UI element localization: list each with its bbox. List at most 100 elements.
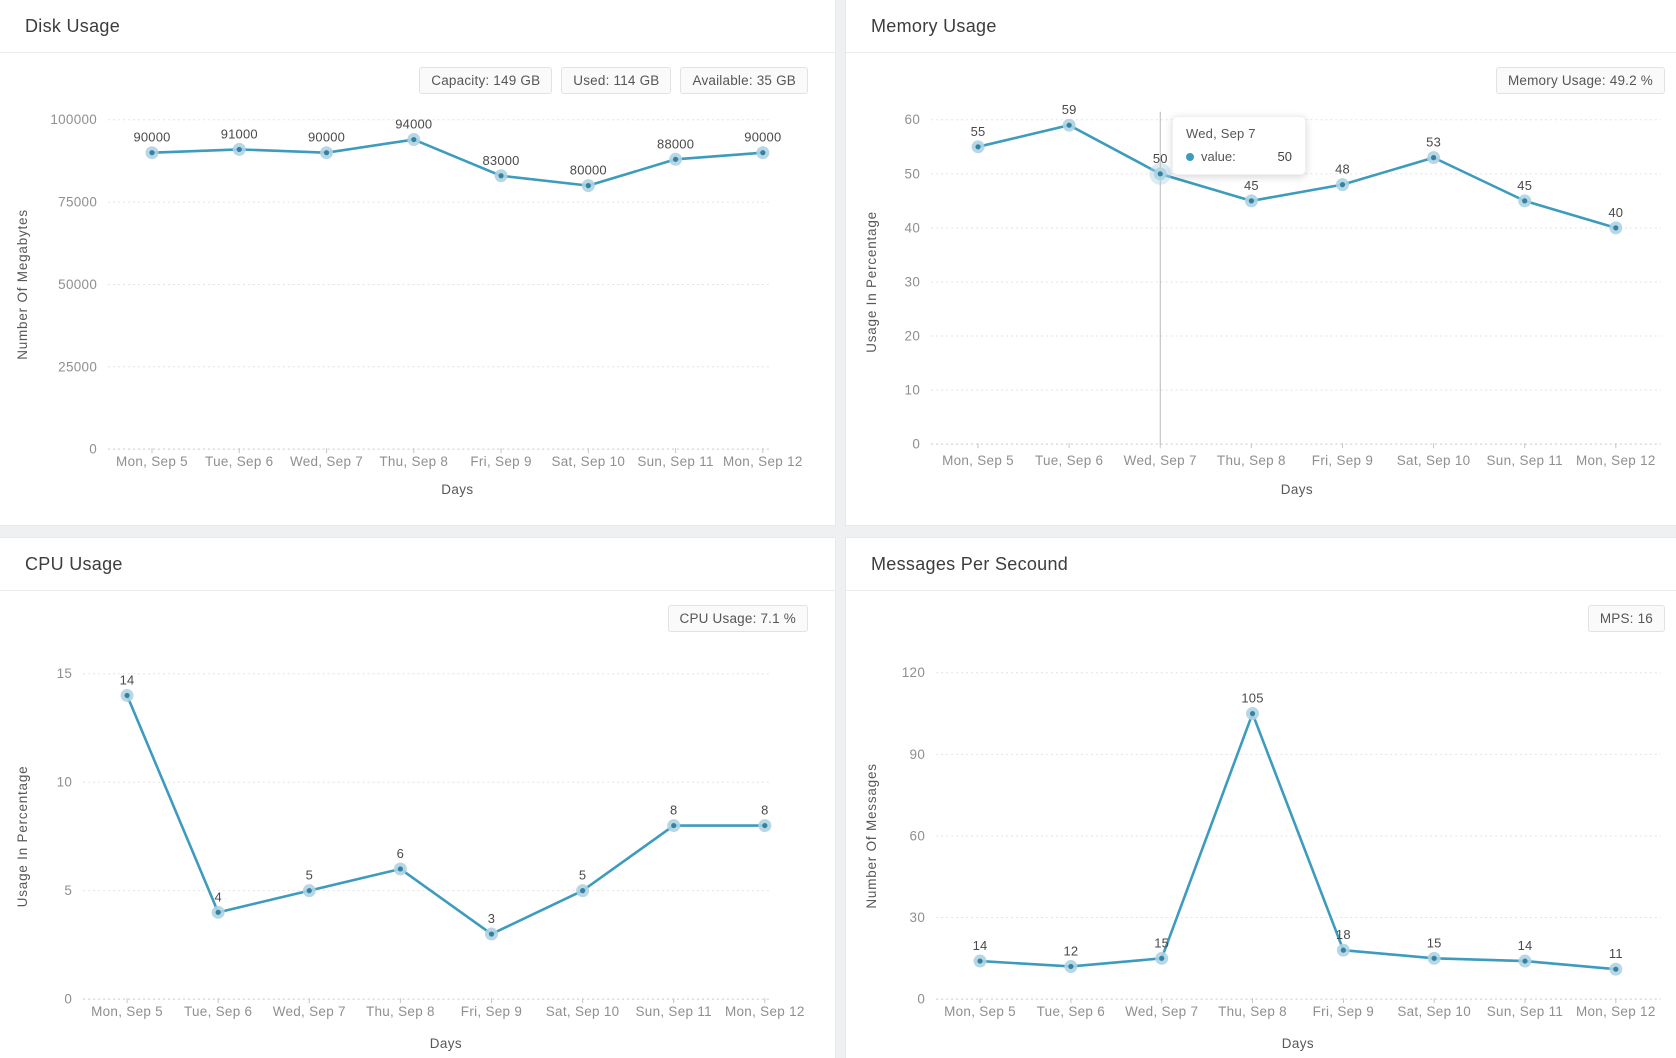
y-tick-label: 0: [912, 437, 920, 452]
data-point-core: [1339, 182, 1346, 188]
y-tick-label: 5: [64, 883, 72, 898]
x-tick-label: Mon, Sep 12: [725, 1004, 805, 1019]
data-point-core: [580, 888, 586, 894]
data-label: 53: [1426, 135, 1441, 150]
memory-usage-badge: Memory Usage: 49.2 %: [1495, 67, 1665, 94]
x-tick-label: Tue, Sep 6: [1035, 453, 1103, 468]
y-tick-label: 15: [57, 666, 73, 681]
data-label: 88000: [657, 136, 694, 151]
data-point-core: [149, 150, 155, 156]
y-tick-label: 10: [905, 383, 921, 398]
data-label: 8: [761, 803, 768, 818]
x-tick-label: Thu, Sep 8: [366, 1004, 435, 1019]
y-tick-label: 0: [64, 992, 72, 1007]
x-tick-label: Fri, Sep 9: [470, 454, 531, 469]
data-label: 45: [1517, 178, 1532, 193]
messages-per-second-badges: MPS: 16: [1587, 605, 1665, 632]
x-tick-label: Mon, Sep 5: [942, 453, 1014, 468]
x-tick-label: Mon, Sep 5: [116, 454, 188, 469]
x-axis-title: Days: [1282, 1036, 1314, 1051]
y-tick-label: 50000: [58, 277, 97, 292]
data-point-core: [1068, 963, 1074, 970]
data-point-core: [1157, 171, 1163, 177]
x-tick-label: Sun, Sep 11: [1486, 453, 1562, 468]
data-point-core: [977, 958, 983, 964]
data-label: 40: [1608, 205, 1623, 220]
data-label: 90000: [744, 130, 781, 145]
data-label: 6: [397, 846, 404, 861]
tooltip-series-label: value:: [1201, 149, 1236, 164]
y-axis-title: Number Of Megabytes: [15, 209, 30, 360]
data-point-core: [585, 183, 591, 189]
y-tick-label: 50: [905, 166, 921, 181]
series-line: [978, 712, 1618, 971]
messages-per-second-chart-canvas[interactable]: 0 30 60 90 120 Mon, Sep 5 Tue, Sep 6 Wed, Sep 7…: [846, 538, 1676, 1058]
x-tick-label: Wed, Sep 7: [1124, 453, 1197, 468]
x-tick-label: Sat, Sep 10: [551, 454, 625, 469]
cpu-usage-badges: CPU Usage: 7.1 %: [667, 605, 808, 632]
data-label: 50: [1153, 151, 1168, 166]
y-tick-label: 90: [910, 747, 926, 762]
data-point-core: [411, 136, 417, 143]
messages-per-second-panel: Messages Per Secound MPS: 16 0 30 60 90 120 M…: [845, 537, 1676, 1058]
data-label: 11: [1609, 946, 1623, 961]
used-badge: Used: 114 GB: [561, 67, 672, 94]
disk-usage-chart-canvas[interactable]: 0 25000 50000 75000 100000 Mon, Sep 5 Tue, Sep…: [0, 0, 835, 525]
y-tick-label: 30: [905, 274, 921, 289]
x-tick-label: Sun, Sep 11: [636, 1004, 712, 1019]
data-point-core: [1522, 958, 1528, 964]
mps-badge: MPS: 16: [1587, 605, 1665, 632]
y-tick-label: 20: [905, 329, 921, 344]
data-label: 105: [1241, 691, 1263, 706]
x-tick-label: Wed, Sep 7: [290, 454, 363, 469]
memory-usage-header: Memory Usage: [846, 0, 1676, 53]
data-point-core: [1340, 947, 1346, 953]
x-tick-label: Mon, Sep 12: [1576, 453, 1656, 468]
tooltip-value: 50: [1277, 149, 1292, 164]
data-label: 8: [670, 803, 677, 818]
y-axis-title: Number Of Messages: [864, 763, 879, 908]
y-tick-label: 0: [917, 992, 925, 1007]
data-label: 94000: [395, 117, 432, 132]
x-tick-label: Wed, Sep 7: [1125, 1004, 1198, 1019]
data-point-core: [323, 150, 330, 156]
available-badge: Available: 35 GB: [680, 67, 808, 94]
x-tick-label: Mon, Sep 5: [944, 1004, 1016, 1019]
cpu-usage-chart-canvas[interactable]: 0 5 10 15 Mon, Sep 5 Tue, Sep 6 Wed, Sep 7 Thu,…: [0, 538, 835, 1058]
messages-per-second-title: Messages Per Secound: [871, 553, 1069, 574]
y-tick-label: 60: [905, 112, 921, 127]
data-label: 5: [579, 868, 586, 883]
data-point-core: [760, 150, 766, 156]
memory-usage-badges: Memory Usage: 49.2 %: [1495, 67, 1665, 94]
x-tick-label: Fri, Sep 9: [1312, 453, 1373, 468]
data-point-core: [306, 888, 312, 894]
disk-usage-header: Disk Usage: [0, 0, 835, 53]
data-label: 80000: [570, 163, 607, 178]
x-tick-label: Thu, Sep 8: [379, 454, 448, 469]
cpu-usage-badge: CPU Usage: 7.1 %: [667, 605, 808, 632]
x-axis-title: Days: [441, 482, 473, 497]
x-tick-label: Fri, Sep 9: [1313, 1004, 1374, 1019]
disk-usage-title: Disk Usage: [25, 15, 121, 36]
data-point-core: [1066, 122, 1072, 128]
disk-usage-badges: Capacity: 149 GB Used: 114 GB Available:…: [419, 67, 808, 94]
memory-usage-title: Memory Usage: [871, 15, 997, 36]
y-tick-label: 0: [89, 442, 97, 457]
series-dot-icon: [1186, 152, 1194, 161]
data-point-core: [236, 146, 242, 153]
data-label: 14: [973, 938, 988, 953]
x-tick-label: Thu, Sep 8: [1218, 1004, 1287, 1019]
data-point-core: [1613, 225, 1619, 231]
x-tick-label: Tue, Sep 6: [205, 454, 273, 469]
y-tick-label: 10: [57, 775, 73, 790]
x-tick-label: Sun, Sep 11: [637, 454, 713, 469]
data-point-core: [498, 173, 504, 179]
y-axis-title: Usage In Percentage: [864, 211, 879, 353]
x-tick-label: Sat, Sep 10: [1397, 453, 1471, 468]
memory-usage-panel: Memory Usage Memory Usage: 49.2 % 0 10 20 3…: [845, 0, 1676, 526]
data-label: 59: [1062, 102, 1077, 117]
data-point-core: [672, 156, 679, 162]
data-point-core: [488, 931, 495, 937]
y-tick-label: 30: [910, 910, 926, 925]
x-tick-label: Sat, Sep 10: [546, 1004, 620, 1019]
